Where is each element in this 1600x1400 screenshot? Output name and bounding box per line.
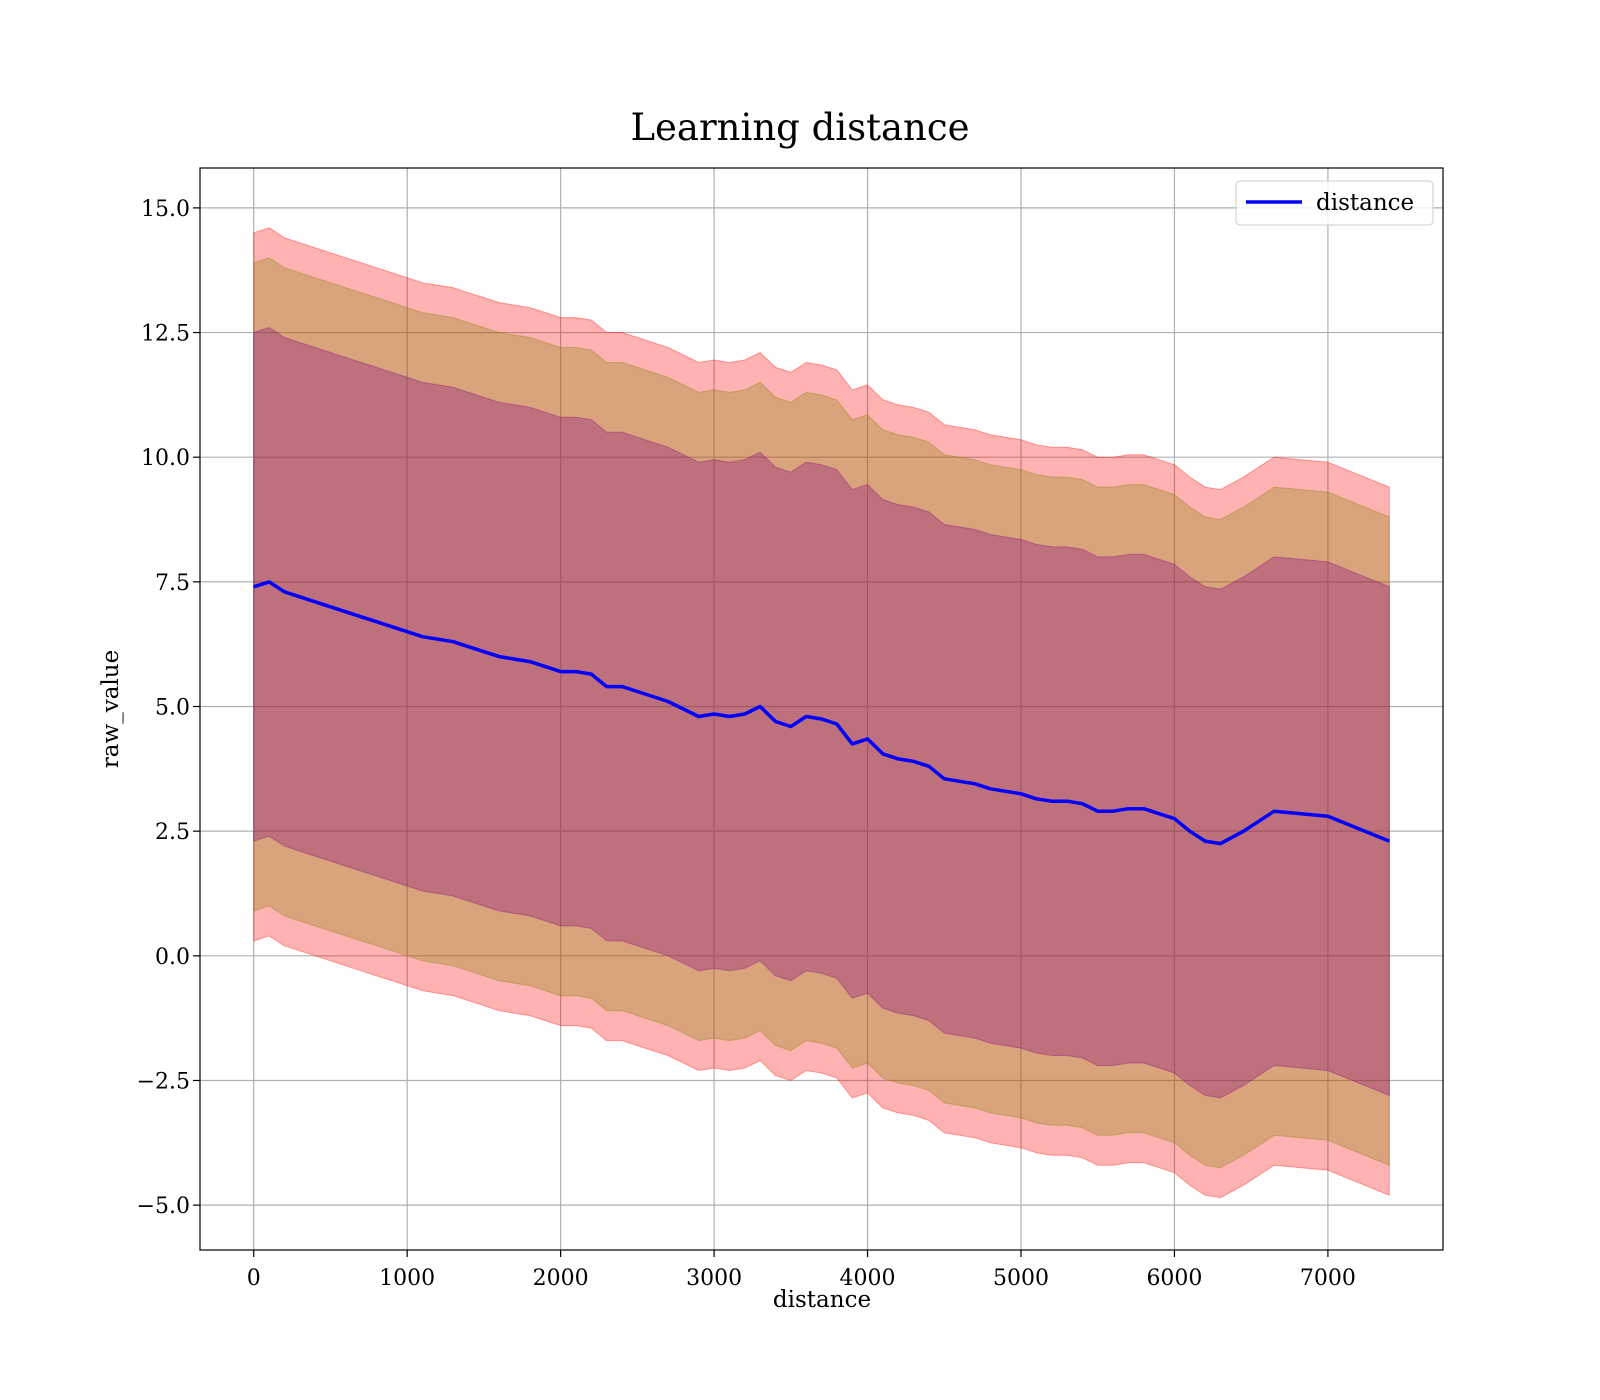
chart-title: Learning distance bbox=[630, 106, 969, 149]
y-axis-label: raw_value bbox=[98, 650, 124, 768]
series-line-distance bbox=[253, 580, 1390, 846]
y-tick-label: 7.5 bbox=[155, 571, 190, 596]
x-tick-label: 6000 bbox=[1146, 1266, 1202, 1291]
x-axis-ticks: 0 1000 2000 3000 4000 5000 6000 7000 bbox=[247, 1250, 1356, 1291]
y-tick-label: 2.5 bbox=[155, 820, 190, 845]
y-tick-label: 0.0 bbox=[155, 945, 190, 970]
y-tick-label: 5.0 bbox=[155, 696, 190, 721]
x-tick-label: 5000 bbox=[993, 1266, 1049, 1291]
y-axis-ticks: −5.0 −2.5 0.0 2.5 5.0 7.5 10.0 12.5 15.0 bbox=[137, 197, 200, 1219]
confidence-band-3 bbox=[253, 327, 1390, 1099]
x-tick-label: 4000 bbox=[840, 1266, 896, 1291]
confidence-band-2 bbox=[253, 257, 1390, 1169]
y-tick-label: 12.5 bbox=[141, 322, 190, 347]
y-tick-label: 10.0 bbox=[141, 446, 190, 471]
legend-label-distance: distance bbox=[1316, 190, 1414, 216]
confidence-bands bbox=[253, 227, 1390, 1199]
series-lines bbox=[253, 580, 1390, 846]
x-tick-label: 7000 bbox=[1300, 1266, 1356, 1291]
x-tick-label: 2000 bbox=[533, 1266, 589, 1291]
legend-box bbox=[1235, 180, 1434, 226]
x-tick-label: 0 bbox=[247, 1266, 261, 1291]
y-tick-label: −5.0 bbox=[137, 1194, 190, 1219]
y-tick-label: 15.0 bbox=[141, 197, 190, 222]
grid bbox=[200, 168, 1443, 1250]
y-tick-label: −2.5 bbox=[137, 1069, 190, 1094]
plot-frame bbox=[199, 167, 1444, 1251]
x-tick-label: 3000 bbox=[686, 1266, 742, 1291]
confidence-band-1 bbox=[253, 227, 1390, 1199]
x-tick-label: 1000 bbox=[379, 1266, 435, 1291]
x-axis-label: distance bbox=[773, 1287, 871, 1313]
legend: distance bbox=[1235, 180, 1434, 226]
